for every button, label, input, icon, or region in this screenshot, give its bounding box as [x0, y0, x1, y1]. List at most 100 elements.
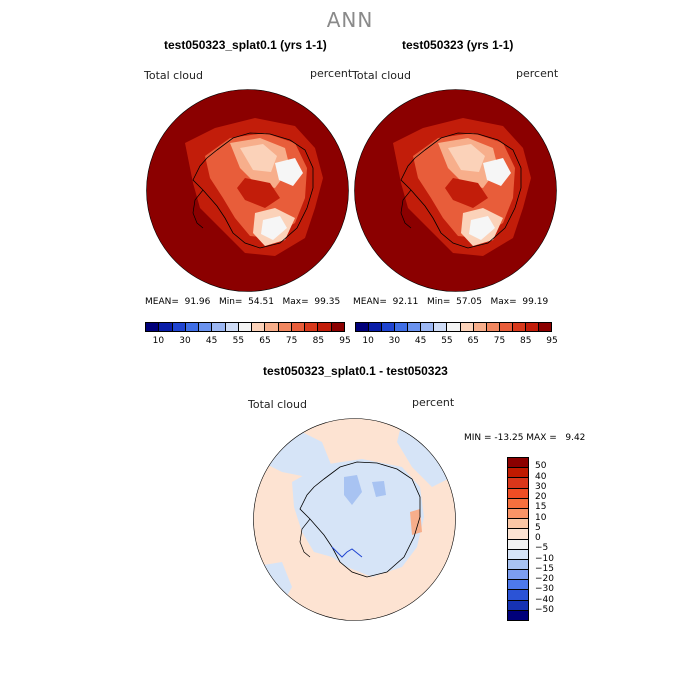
colorbar-swatch — [265, 323, 279, 331]
plateau-clear-c — [261, 216, 287, 240]
colorbar-swatch — [508, 458, 528, 469]
diff-negative-ocean-b — [397, 422, 452, 487]
colorbar-tick-label: 55 — [441, 336, 453, 346]
colorbar-swatch — [508, 610, 528, 620]
panel-1-units-label: percent — [310, 67, 353, 80]
colorbar-tick-label: 10 — [362, 336, 374, 346]
colorbar-swatch — [499, 323, 513, 331]
colorbar-tick-label: 95 — [339, 336, 351, 346]
diff-strong-negative-b — [372, 481, 386, 497]
colorbar-tick-label: 20 — [535, 492, 547, 502]
colorbar-swatch — [525, 323, 539, 331]
colorbar-swatch — [238, 323, 253, 331]
plateau-low-cloud-b — [448, 144, 485, 172]
colorbar-tick-label: 30 — [179, 336, 191, 346]
ross-sea-coast-blue — [331, 546, 363, 558]
panel-1-title: test050323_splat0.1 (yrs 1-1) — [164, 38, 327, 52]
colorbar-tick-label: 55 — [232, 336, 245, 346]
panel-2-variable-label: Total cloud — [352, 69, 411, 82]
colorbar-tick-label: 65 — [259, 336, 271, 346]
colorbar-tick-label: 85 — [312, 336, 325, 346]
colorbar-tick-label: −30 — [535, 584, 554, 595]
colorbar-swatch — [305, 323, 319, 331]
colorbar-swatch — [252, 323, 266, 331]
panel-2-stats: MEAN= 92.11 Min= 57.05 Max= 99.19 — [353, 297, 549, 307]
colorbar-swatch — [538, 323, 551, 331]
colorbar-tick-label: 0 — [535, 533, 541, 543]
colorbar-swatch — [512, 323, 526, 331]
panel-2-title: test050323 (yrs 1-1) — [402, 38, 514, 52]
coastline — [400, 132, 522, 249]
colorbar-swatch — [508, 468, 528, 479]
colorbar-swatch — [291, 323, 306, 331]
plateau-clear-a — [483, 158, 511, 186]
colorbar-swatch — [212, 323, 226, 331]
colorbar-tick-label: −10 — [535, 553, 554, 564]
panel-1-variable-label: Total cloud — [144, 69, 203, 82]
colorbar-swatch — [473, 323, 487, 331]
colorbar-tick-label: 45 — [205, 336, 218, 346]
colorbar-swatch — [369, 323, 383, 331]
peninsula-coast — [400, 189, 412, 229]
colorbar-swatch — [508, 508, 528, 520]
interior-red-core — [237, 178, 280, 208]
colorbar-tick-label: −20 — [535, 574, 554, 584]
peninsula-coast — [192, 189, 204, 229]
colorbar-swatch — [408, 323, 422, 331]
colorbar-diff-labels: 50 40 30 20 15 10 5 0 −5 −10 −15 −20 −30 −40 −50 — [535, 457, 575, 621]
colorbar-swatch — [508, 559, 528, 571]
diff-strong-negative-a — [344, 475, 362, 505]
colorbar-tick-label: 65 — [467, 336, 479, 346]
coastline — [299, 461, 421, 578]
coastline — [192, 132, 314, 249]
colorbar-tick-label: 10 — [152, 336, 165, 346]
colorbar-swatch — [508, 570, 528, 581]
colorbar-panel-2 — [355, 322, 552, 332]
colorbar-swatch — [508, 498, 528, 509]
page-title: ANN — [326, 8, 374, 32]
colorbar-tick-label: 75 — [285, 336, 298, 346]
colorbar-swatch — [508, 600, 528, 611]
colorbar-tick-label: 85 — [519, 336, 532, 346]
colorbar-tick-label: 10 — [535, 512, 547, 523]
colorbar-tick-label: 45 — [414, 336, 427, 346]
colorbar-swatch — [421, 323, 435, 331]
colorbar-swatch — [508, 519, 528, 530]
plateau-clear-c — [469, 216, 495, 240]
colorbar-tick-label: 95 — [546, 336, 558, 346]
plateau-low-cloud-b — [240, 144, 277, 172]
colorbar-tick-label: 30 — [388, 336, 401, 346]
colorbar-swatch — [331, 323, 344, 331]
colorbar-swatch — [185, 323, 200, 331]
colorbar-swatch — [199, 323, 213, 331]
colorbar-panel-1-labels: 10 30 45 55 65 75 85 95 — [145, 336, 351, 348]
colorbar-swatch — [486, 323, 500, 331]
diff-negative-continent — [292, 459, 424, 577]
colorbar-tick-label: −40 — [535, 594, 554, 605]
colorbar-swatch — [508, 529, 528, 540]
colorbar-tick-label: 40 — [535, 471, 547, 482]
peninsula-coast — [299, 518, 311, 558]
colorbar-tick-label: 50 — [535, 461, 547, 472]
colorbar-swatch — [356, 323, 370, 331]
diff-panel-units-label: percent — [412, 396, 455, 409]
colorbar-swatch — [318, 323, 332, 331]
colorbar-tick-label: 75 — [493, 336, 506, 346]
colorbar-tick-label: 30 — [535, 481, 547, 492]
colorbar-swatch — [146, 323, 160, 331]
plateau-clear-a — [275, 158, 303, 186]
colorbar-swatch — [508, 549, 528, 560]
panel-2-units-label: percent — [516, 67, 559, 80]
colorbar-tick-label: −5 — [535, 543, 549, 554]
panel-2-map — [354, 89, 557, 292]
colorbar-swatch — [395, 323, 409, 331]
colorbar-swatch — [508, 580, 528, 591]
colorbar-panel-1 — [145, 322, 345, 332]
panel-1-stats: MEAN= 91.96 Min= 54.51 Max= 99.35 — [145, 297, 341, 307]
colorbar-swatch — [508, 539, 528, 550]
panel-1-map — [146, 89, 349, 292]
diff-panel-minmax: MIN = -13.25 MAX = 9.42 — [464, 433, 586, 443]
colorbar-swatch — [159, 323, 173, 331]
colorbar-swatch — [508, 488, 528, 499]
colorbar-swatch — [460, 323, 474, 331]
